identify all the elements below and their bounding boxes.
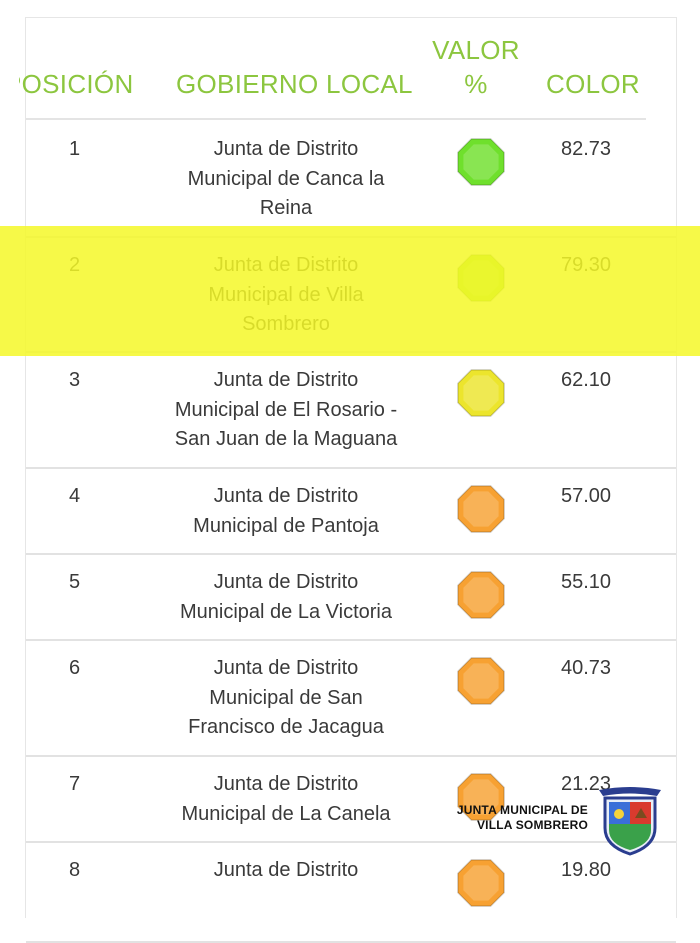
government-name-line: Municipal de La Victoria (180, 600, 392, 623)
government-name-line: Reina (259, 197, 313, 219)
government-name-line: Junta de Distrito (213, 485, 359, 507)
row-government-name: Junta de Distrito Municipal de San Francis… (146, 654, 426, 743)
color-octagon-icon (454, 654, 508, 708)
table-row: 8 Junta de Distrito 19.80 (26, 841, 676, 943)
municipal-seal-icon (599, 787, 661, 856)
government-name-line: Junta de Distrito (213, 138, 359, 160)
row-government-name: Junta de Distrito Municipal de Canca la Re… (146, 135, 426, 224)
color-octagon-icon (454, 568, 508, 622)
ranking-table: POSICIÓN GOBIERNO LOCAL VALOR % COLOR 1 J… (19, 17, 677, 943)
row-government-name: Junta de Distrito (146, 856, 426, 886)
government-name-line: Municipal de Canca la (187, 167, 385, 190)
header-value: VALOR % (432, 35, 520, 99)
row-value: 40.73 (561, 657, 612, 679)
row-position: 8 (69, 859, 81, 881)
row-position: 3 (69, 369, 81, 391)
table-row: 3 Junta de Distrito Municipal de El Rosari… (26, 351, 676, 469)
table-row: 5 Junta de Distrito Municipal de La Victor… (26, 553, 676, 641)
watermark-text: JUNTA MUNICIPAL DE VILLA SOMBRERO (456, 803, 588, 832)
row-government-name: Junta de Distrito Municipal de La Victori… (146, 568, 426, 627)
row-government-name: Junta de Distrito Municipal de Pantoja (146, 482, 426, 541)
row-government-name: Junta de Distrito Municipal de La Canela (146, 770, 426, 829)
row-position: 4 (69, 485, 81, 507)
color-octagon-icon (454, 770, 508, 824)
row-value: 55.10 (561, 571, 612, 593)
color-octagon-icon (454, 135, 508, 189)
row-highlight-marker (0, 226, 700, 356)
government-name-line: Municipal de El Rosario - (174, 398, 398, 421)
header-position: POSICIÓN (19, 69, 134, 99)
row-value: 82.73 (561, 138, 612, 160)
color-octagon-icon (454, 482, 508, 536)
government-name-line: Junta de Distrito (213, 773, 359, 795)
row-position: 1 (69, 138, 81, 160)
header-government: GOBIERNO LOCAL (176, 69, 413, 99)
government-name-line: Junta de Distrito (213, 657, 359, 679)
header-divider (26, 118, 646, 120)
table-row: 7 Junta de Distrito Municipal de La Canela… (26, 755, 676, 843)
row-government-name: Junta de Distrito Municipal de El Rosario… (146, 366, 426, 455)
government-name-line: Junta de Distrito (213, 369, 359, 391)
table-row: 4 Junta de Distrito Municipal de Pantoja 57… (26, 467, 676, 555)
government-name-line: Junta de Distrito (213, 859, 359, 881)
row-position: 7 (69, 773, 81, 795)
row-position: 5 (69, 571, 81, 593)
government-name-line: Municipal de Pantoja (193, 514, 379, 537)
row-position: 6 (69, 657, 81, 679)
government-name-line: Municipal de La Canela (181, 802, 391, 825)
row-value: 19.80 (561, 859, 612, 881)
color-octagon-icon (454, 856, 508, 910)
table-row: 1 Junta de Distrito Municipal de Canca la R… (26, 120, 676, 238)
row-value: 21.23 (561, 773, 612, 795)
table-header: POSICIÓN GOBIERNO LOCAL VALOR % COLOR (19, 18, 676, 118)
government-name-line: Francisco de Jacagua (188, 716, 384, 738)
table-row: 6 Junta de Distrito Municipal de San Franci… (26, 639, 676, 757)
row-value: 62.10 (561, 369, 612, 391)
government-name-line: Junta de Distrito (213, 571, 359, 593)
government-name-line: Municipal de San (209, 686, 363, 709)
government-name-line: San Juan de la Maguana (174, 428, 398, 450)
header-color: COLOR (546, 69, 640, 99)
row-value: 57.00 (561, 485, 612, 507)
color-octagon-icon (454, 366, 508, 420)
